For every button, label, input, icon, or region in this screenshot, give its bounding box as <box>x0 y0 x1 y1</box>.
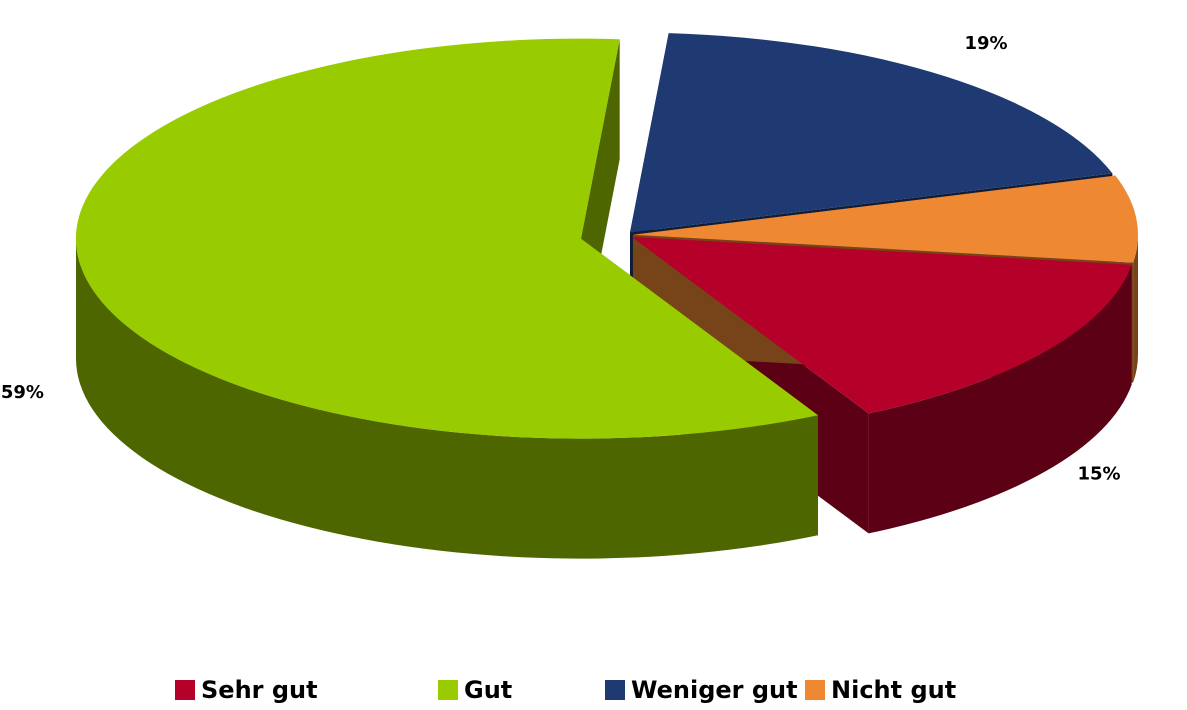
data-label: 59% <box>1 382 44 403</box>
legend-label: Gut <box>464 676 512 704</box>
legend-swatch <box>438 680 458 700</box>
slice <box>75 38 818 439</box>
slice <box>632 175 1139 263</box>
slice-side <box>868 264 1132 534</box>
legend-swatch <box>605 680 625 700</box>
data-label: 19% <box>964 33 1007 54</box>
slice <box>629 33 1113 233</box>
legend-label: Weniger gut <box>631 676 798 704</box>
slice-side <box>76 238 818 559</box>
slice-side <box>1133 234 1139 383</box>
legend-label: Nicht gut <box>831 676 956 704</box>
slice <box>631 236 1132 414</box>
legend-label: Sehr gut <box>201 676 318 704</box>
legend-swatch <box>175 680 195 700</box>
legend-swatch <box>805 680 825 700</box>
data-label: 15% <box>1077 463 1120 484</box>
